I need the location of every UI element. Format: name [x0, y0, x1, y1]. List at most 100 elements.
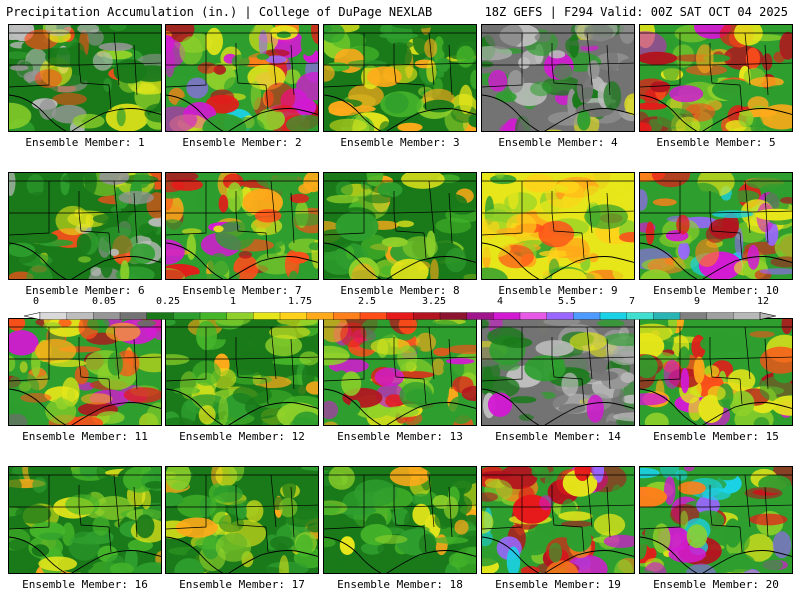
precip-blob: [324, 538, 336, 548]
precip-blob: [565, 37, 579, 54]
colorbar-tick-label: 1.75: [287, 296, 313, 307]
precip-blob: [324, 421, 338, 425]
precip-map: [9, 25, 161, 131]
colorbar-tick-label: 1: [229, 296, 237, 307]
precip-blob: [276, 31, 291, 38]
precip-blob: [588, 370, 619, 381]
precip-blob: [696, 44, 714, 74]
state-border: [324, 327, 365, 382]
precip-blob: [543, 319, 581, 326]
precip-blob: [324, 64, 335, 82]
precip-blob: [360, 234, 389, 260]
state-border: [393, 504, 476, 508]
precip-blob: [327, 559, 353, 573]
precip-blob: [96, 411, 125, 424]
precip-blob: [116, 107, 126, 127]
precip-blob: [495, 173, 505, 179]
state-border: [324, 33, 365, 88]
precip-blob: [9, 355, 16, 372]
precip-blob: [329, 118, 367, 131]
precip-blob: [148, 217, 161, 227]
precip-blob: [558, 403, 586, 414]
precip-blob: [38, 556, 78, 572]
colorbar-segment: [39, 312, 68, 320]
colorbar-tick-label: 0: [32, 296, 40, 307]
precip-blob: [19, 361, 28, 373]
precip-blob: [702, 487, 731, 501]
colorbar-segment: [493, 312, 521, 320]
precip-blob: [683, 467, 695, 472]
precip-blob: [340, 322, 367, 348]
precip-blob: [524, 342, 539, 360]
precip-blob: [603, 333, 634, 347]
state-border: [265, 84, 269, 111]
precip-blob: [299, 351, 318, 366]
precip-blob: [605, 420, 618, 425]
precip-blob: [644, 412, 669, 425]
precip-blob: [614, 193, 627, 204]
state-border: [739, 526, 743, 553]
precip-blob: [433, 347, 451, 357]
precip-blob: [26, 264, 53, 279]
precip-blob: [663, 359, 681, 389]
precip-map: [324, 25, 476, 131]
ensemble-member-label: Ensemble Member: 18: [337, 578, 463, 591]
precip-map: [9, 319, 161, 425]
precip-map: [324, 173, 476, 279]
state-border: [265, 378, 269, 405]
precip-blob: [581, 272, 603, 279]
state-border: [9, 181, 50, 236]
state-border: [744, 474, 751, 528]
precip-blob: [749, 513, 788, 526]
colorbar-segment: [519, 312, 548, 320]
state-border: [270, 180, 277, 234]
precip-blob: [678, 481, 706, 495]
colorbar-segment: [413, 312, 441, 320]
precip-blob: [452, 546, 476, 573]
precip-blob: [95, 226, 139, 255]
precip-blob: [495, 91, 517, 103]
precip-map: [482, 467, 634, 573]
state-border: [764, 338, 769, 390]
ensemble-member-label: Ensemble Member: 2: [182, 136, 302, 149]
precip-blob: [39, 99, 57, 120]
precip-blob: [109, 562, 134, 573]
precip-map: [324, 319, 476, 425]
precip-blob: [328, 467, 355, 490]
precip-blob: [9, 319, 26, 331]
state-border: [448, 486, 453, 538]
state-border: [709, 212, 741, 234]
precip-blob: [423, 99, 455, 113]
state-border: [265, 232, 269, 259]
state-border: [448, 44, 453, 96]
precip-blob: [349, 399, 361, 415]
state-border: [270, 326, 277, 380]
precip-blob: [283, 69, 301, 84]
precip-blob: [704, 365, 720, 378]
precip-blob: [77, 25, 100, 34]
precip-blob: [74, 365, 89, 385]
precip-blob: [166, 354, 190, 366]
ensemble-member-label: Ensemble Member: 19: [495, 578, 621, 591]
precip-blob: [482, 217, 500, 239]
precip-blob: [411, 493, 431, 506]
precip-blob: [135, 514, 155, 539]
colorbar-tick-label: 0.25: [155, 296, 181, 307]
precip-blob: [61, 377, 80, 407]
colorbar-segment: [679, 312, 708, 320]
precip-blob: [20, 393, 52, 403]
precip-blob: [181, 228, 202, 235]
precip-blob: [712, 79, 754, 101]
precip-blob: [166, 35, 175, 53]
state-border: [108, 378, 112, 405]
precip-blob: [507, 70, 524, 93]
state-border: [393, 62, 476, 66]
precip-blob: [614, 559, 634, 573]
precip-blob: [660, 467, 679, 479]
precip-blob: [640, 189, 648, 211]
state-border: [640, 181, 681, 236]
state-border: [113, 326, 120, 380]
coastline: [166, 94, 318, 131]
precip-blob: [524, 355, 566, 382]
coastline: [9, 536, 161, 573]
